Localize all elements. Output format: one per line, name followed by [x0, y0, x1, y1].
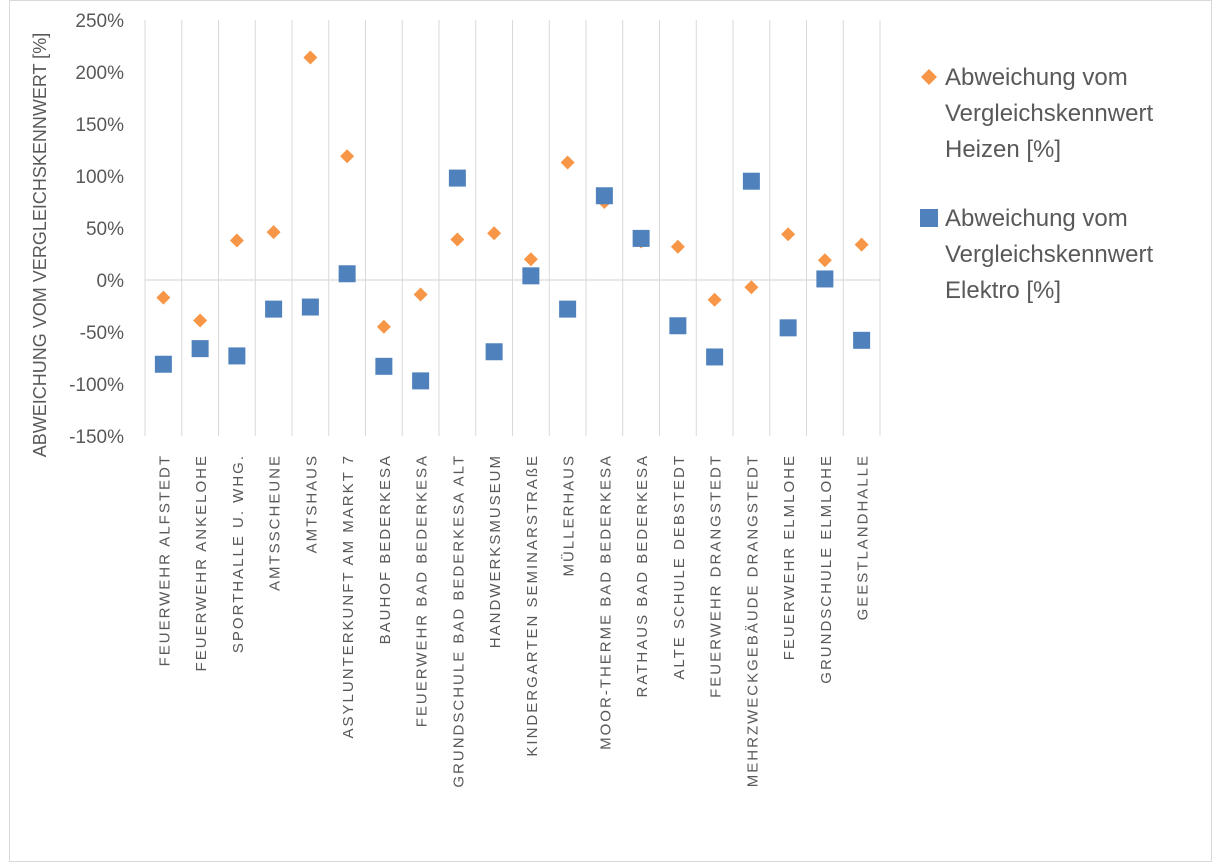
heizen-point — [781, 227, 796, 242]
heizen-point — [450, 232, 465, 247]
legend-label: Abweichung vom — [945, 64, 1128, 91]
legend-label: Heizen [%] — [945, 136, 1061, 163]
x-category-label: BAUHOF BEDERKESA — [377, 454, 394, 644]
y-tick-label: 250% — [75, 11, 124, 32]
heizen-point — [854, 237, 869, 252]
x-category-label: ALTE SCHULE DEBSTEDT — [671, 454, 688, 680]
elektro-point — [706, 348, 724, 366]
elektro-point — [265, 300, 283, 318]
legend-label: Abweichung vom — [945, 205, 1128, 232]
elektro-point — [853, 331, 871, 349]
elektro-point — [669, 317, 687, 335]
elektro-point — [742, 172, 760, 190]
elektro-point — [559, 300, 577, 318]
x-category-label: ASYLUNTERKUNFT AM MARKT 7 — [340, 454, 357, 739]
y-tick-label: -50% — [80, 323, 124, 344]
legend-elektro-marker — [920, 209, 938, 227]
y-tick-label: -150% — [69, 427, 124, 448]
heizen-point — [707, 292, 722, 307]
x-category-label: HANDWERKSMUSEUM — [487, 454, 504, 648]
y-axis-tick-labels: 250% 200% 150% 100% 50% 0% -50% -100% -150% — [69, 11, 124, 448]
x-axis-category-labels: FEUERWEHR ALFSTEDT FEUERWEHR ANKELOHE SPOR… — [156, 454, 871, 788]
y-tick-label: 50% — [86, 219, 124, 240]
elektro-point — [595, 187, 613, 205]
heizen-point — [487, 226, 502, 241]
elektro-point — [412, 372, 430, 390]
x-category-label: FEUERWEHR BAD BEDERKESA — [414, 454, 431, 727]
heizen-point — [229, 233, 244, 248]
elektro-point — [448, 169, 466, 187]
elektro-point — [485, 343, 503, 361]
chart-area — [9, 0, 1212, 862]
x-category-label: AMTSSCHEUNE — [267, 454, 284, 591]
x-category-label: FEUERWEHR ELMLOHE — [781, 454, 798, 660]
x-category-label: GRUNDSCHULE BAD BEDERKESA ALT — [450, 454, 467, 788]
elektro-point — [228, 347, 246, 365]
legend: Abweichung vom Vergleichskennwert Heizen [… — [920, 64, 1153, 304]
heizen-point — [193, 313, 208, 328]
data-series — [154, 50, 871, 390]
x-category-label: AMTSHAUS — [303, 454, 320, 553]
y-axis-title: ABWEICHUNG VOM VERGLEICHSKENNWERT [%] — [30, 33, 50, 457]
y-tick-label: 0% — [97, 271, 125, 292]
x-category-label: FEUERWEHR ALFSTEDT — [156, 454, 173, 666]
elektro-point — [522, 267, 540, 285]
elektro-point — [779, 319, 797, 337]
x-category-label: MEHRZWECKGEBÄUDE DRANGSTEDT — [744, 454, 761, 787]
elektro-point — [375, 357, 393, 375]
heizen-point — [744, 280, 759, 295]
x-category-label: GRUNDSCHULE ELMLOHE — [818, 454, 835, 684]
heizen-point — [670, 239, 685, 254]
elektro-point — [154, 355, 172, 373]
heizen-point — [266, 225, 281, 240]
x-category-label: SPORTHALLE U. WHG. — [230, 454, 247, 653]
heizen-point — [523, 252, 538, 267]
x-category-label: FEUERWEHR DRANGSTEDT — [708, 454, 725, 698]
x-category-label: MOOR-THERME BAD BEDERKESA — [597, 454, 614, 750]
x-category-label: GEESTLANDHALLE — [855, 454, 872, 620]
x-category-label: MÜLLERHAUS — [560, 454, 578, 577]
heizen-point — [340, 149, 355, 164]
vertical-gridlines — [144, 20, 881, 436]
elektro-point — [191, 340, 209, 358]
legend-label: Vergleichskennwert — [945, 241, 1153, 268]
heizen-point — [817, 253, 832, 268]
x-category-label: FEUERWEHR ANKELOHE — [193, 454, 210, 671]
heizen-point — [376, 319, 391, 334]
x-category-label: RATHAUS BAD BEDERKESA — [634, 454, 651, 697]
heizen-point — [560, 155, 575, 170]
y-tick-label: 100% — [75, 167, 124, 188]
y-tick-label: 150% — [75, 115, 124, 136]
elektro-point — [816, 270, 834, 288]
elektro-point — [301, 298, 319, 316]
series-elektro — [154, 169, 871, 390]
x-category-label: KINDERGARTEN SEMINARSTRAßE — [524, 454, 541, 757]
legend-label: Elektro [%] — [945, 277, 1061, 304]
y-tick-label: 200% — [75, 63, 124, 84]
legend-label: Vergleichskennwert — [945, 100, 1153, 127]
heizen-point — [413, 287, 428, 302]
elektro-point — [632, 229, 650, 247]
legend-heizen-marker — [921, 69, 937, 85]
heizen-point — [303, 50, 318, 65]
y-tick-label: -100% — [69, 375, 124, 396]
heizen-point — [156, 290, 171, 305]
elektro-point — [338, 265, 356, 283]
